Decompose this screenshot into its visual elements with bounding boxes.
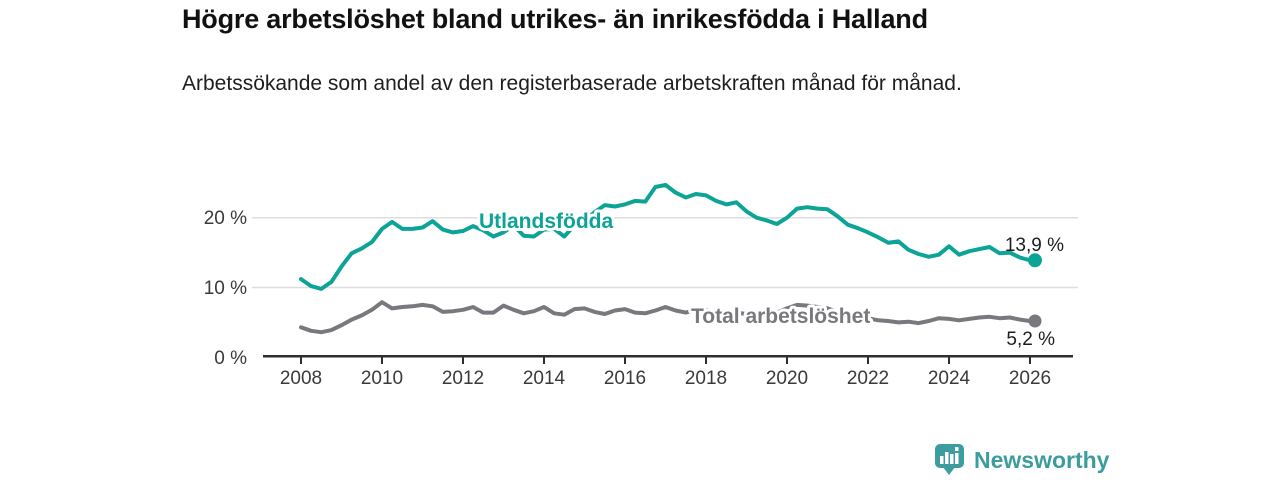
- x-tick-label: 2024: [928, 368, 971, 389]
- chart-subtitle: Arbetssökande som andel av den registerb…: [182, 72, 962, 95]
- x-tick-label: 2020: [766, 368, 808, 389]
- x-tick-label: 2012: [442, 368, 484, 389]
- x-axis-ticks: 2008 2010 2012 2014 2016 2018 2020 2022 2024 2026: [280, 356, 1051, 389]
- end-value-total: 5,2 %: [1006, 329, 1055, 350]
- end-dot-utlandsfodda: [1028, 253, 1042, 268]
- newsworthy-brand: Newsworthy: [934, 443, 1109, 477]
- newsworthy-logo-icon: [935, 444, 964, 475]
- x-tick-label: 2016: [604, 368, 646, 389]
- x-tick-label: 2008: [280, 368, 322, 389]
- x-tick-label: 2026: [1009, 368, 1051, 389]
- newsworthy-brand-text: Newsworthy: [974, 446, 1110, 473]
- line-total-arbetsloshet: [299, 300, 1032, 335]
- gridlines: [252, 216, 1078, 289]
- end-dot-total: [1028, 314, 1042, 328]
- end-value-utlandsfodda: 13,9 %: [1005, 235, 1064, 256]
- chart-title: Högre arbetslöshet bland utrikes- än inr…: [182, 4, 928, 34]
- y-axis-labels: 0 % 10 % 20 %: [204, 208, 247, 369]
- y-tick-label: 10 %: [204, 278, 247, 299]
- x-tick-label: 2014: [523, 368, 566, 389]
- x-tick-label: 2018: [685, 368, 727, 389]
- series-label-total-arbetsloshet: Total arbetslöshet: [691, 305, 870, 328]
- series-label-utlandsfodda: Utlandsfödda: [479, 210, 613, 233]
- y-tick-label: 20 %: [204, 208, 247, 229]
- line-utlandsfodda: [299, 182, 1032, 291]
- x-tick-label: 2022: [847, 368, 889, 389]
- x-tick-label: 2010: [361, 368, 403, 389]
- y-tick-label: 0 %: [214, 348, 247, 369]
